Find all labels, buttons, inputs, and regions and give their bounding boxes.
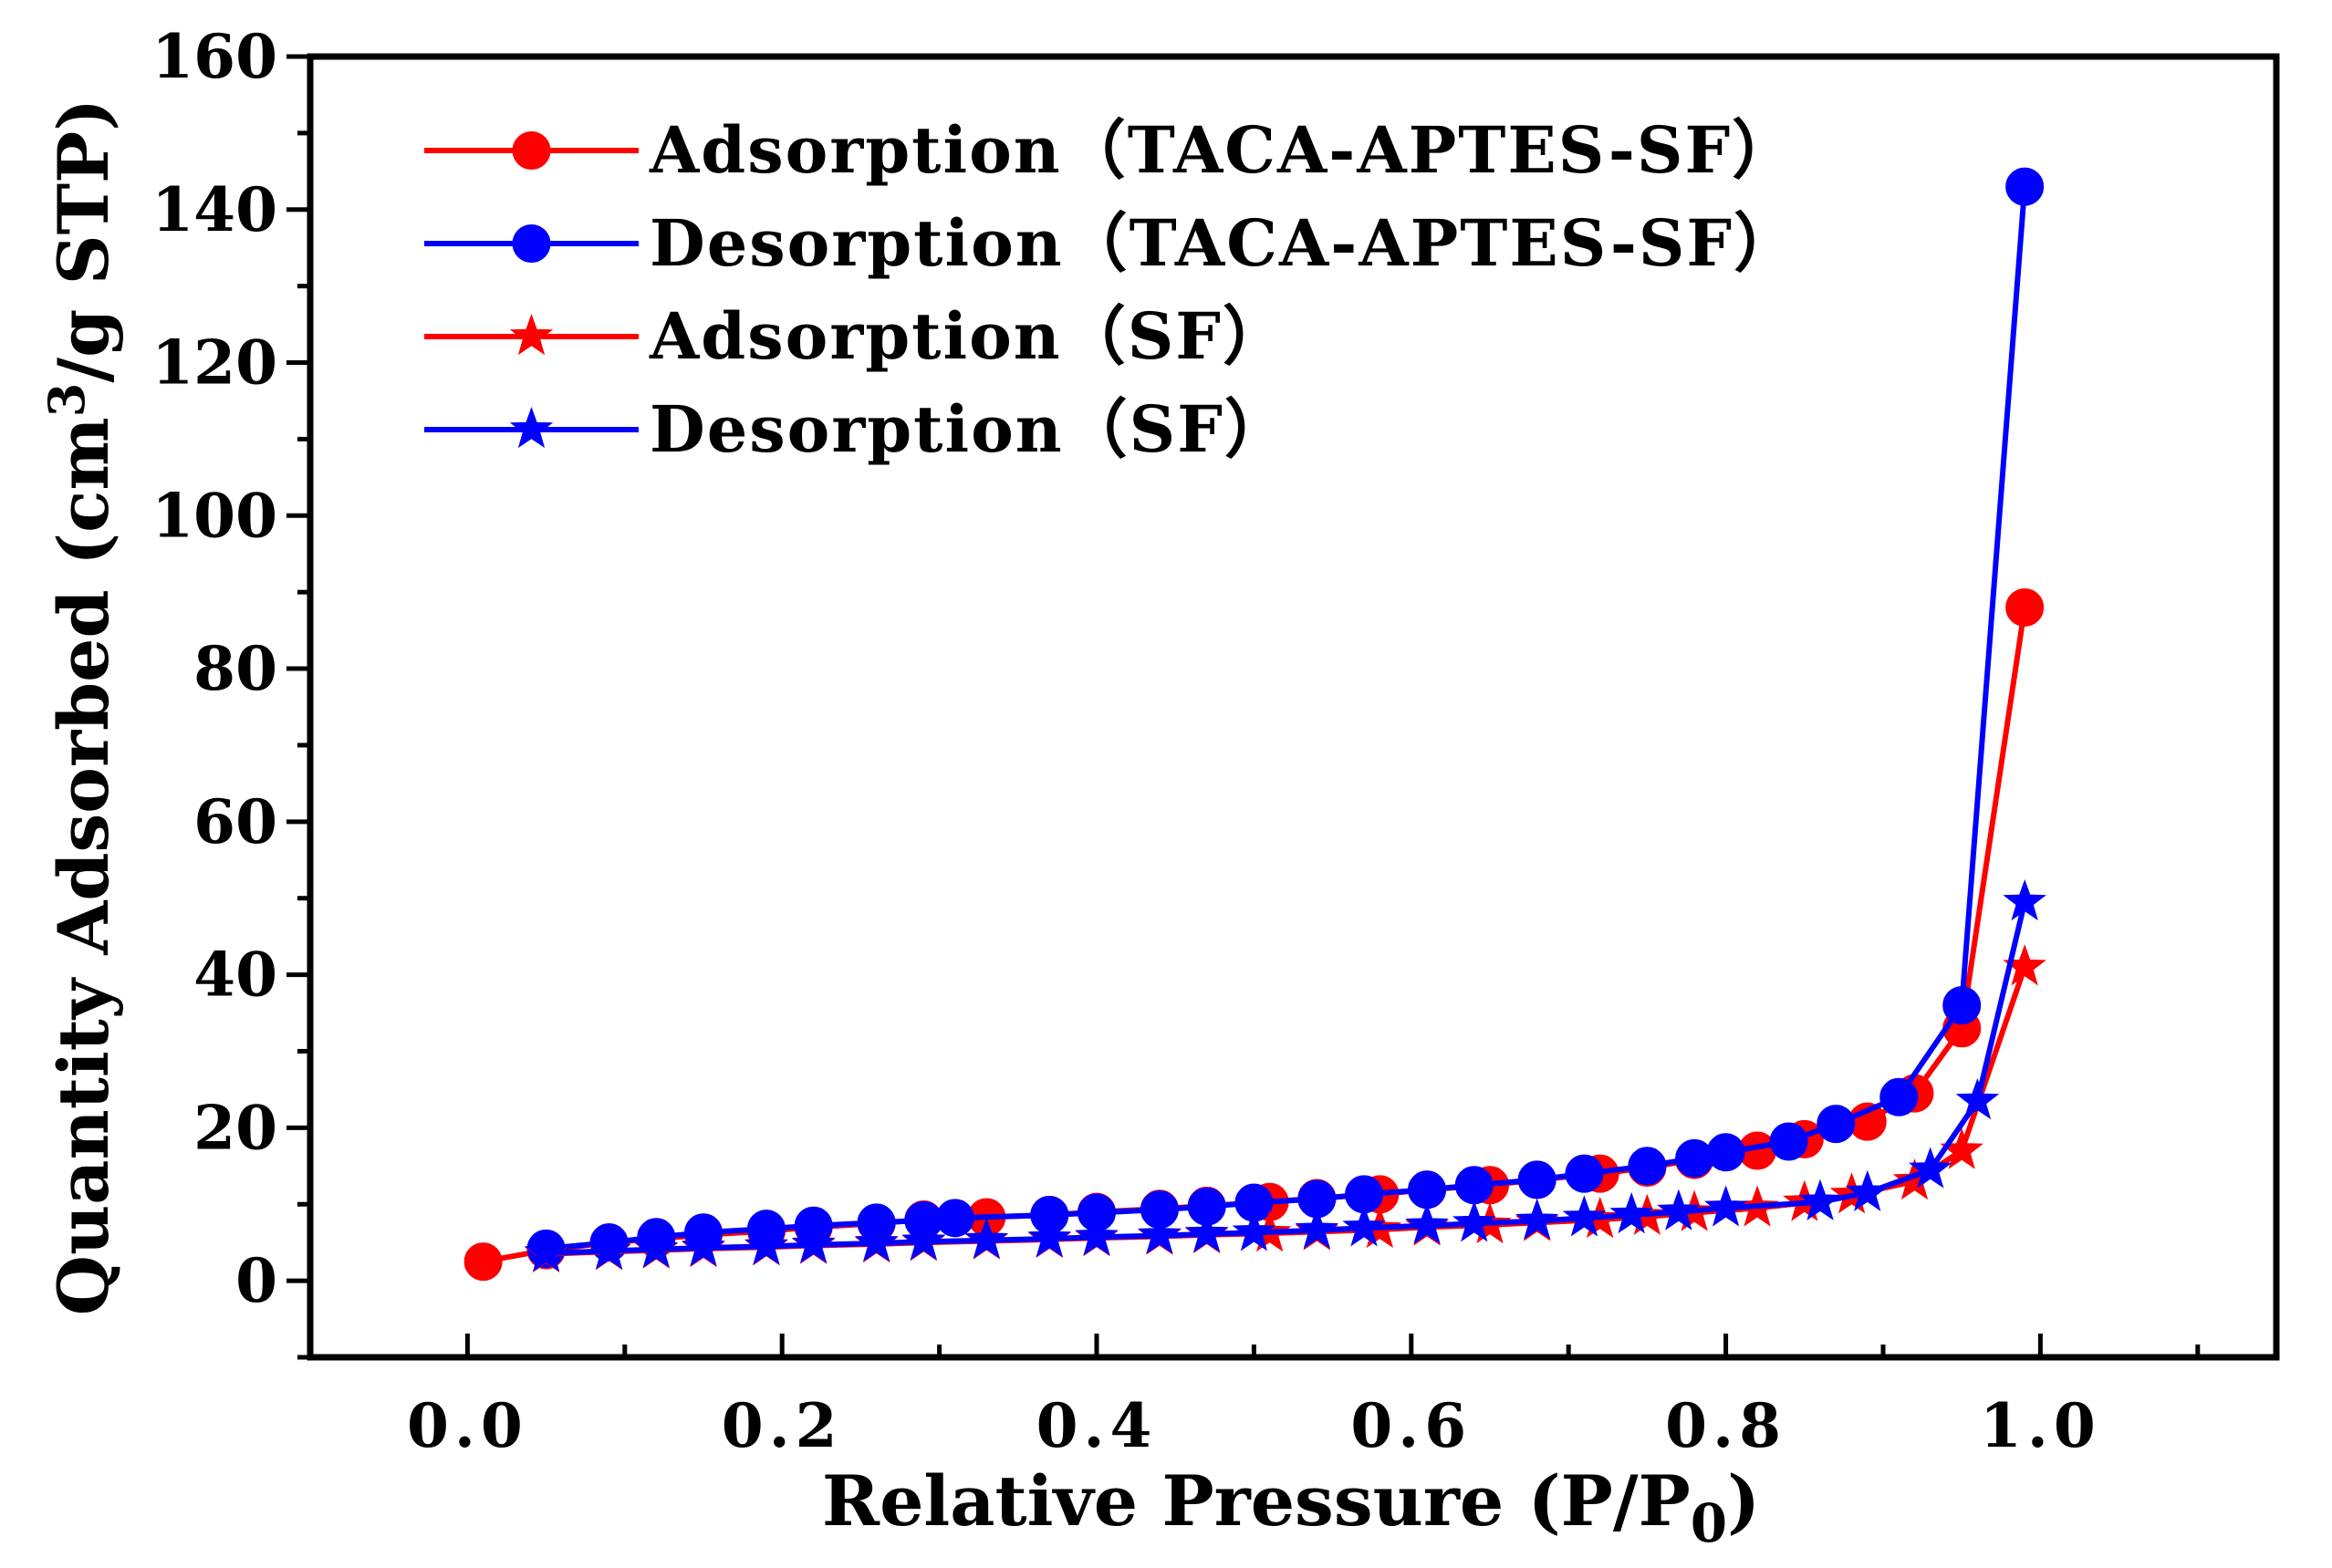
y-tick-label: 160 <box>151 21 277 92</box>
data-point <box>524 1230 568 1272</box>
series-line <box>546 901 2028 1256</box>
y-tick-label: 100 <box>151 480 277 551</box>
data-point <box>1452 1200 1496 1242</box>
data-point <box>1908 1147 1952 1189</box>
legend-label: Adsorption（SF） <box>649 298 1288 374</box>
x-tick-label: 0.6 <box>1350 1390 1472 1461</box>
y-tick-label: 140 <box>151 174 277 245</box>
data-point <box>744 1223 788 1265</box>
series-layer <box>463 167 2046 1282</box>
legend-label: Desorption（SF） <box>650 391 1290 467</box>
data-point <box>2005 587 2045 627</box>
x-tick-label: 0.0 <box>407 1390 528 1461</box>
legend-marker <box>509 314 554 356</box>
y-tick-label: 0 <box>235 1245 277 1316</box>
data-point <box>1942 986 1982 1025</box>
data-point <box>1798 1179 1842 1220</box>
y-axis-title: Quantity Adsorbed (cm3/g STP) <box>37 99 124 1316</box>
data-point <box>1184 1210 1229 1253</box>
series-3 <box>524 878 2046 1272</box>
x-tick-label: 0.8 <box>1665 1390 1786 1461</box>
y-tick-label: 20 <box>193 1092 277 1163</box>
data-point <box>1628 1147 1667 1186</box>
x-tick-label: 0.2 <box>722 1390 843 1461</box>
legend-marker <box>512 224 551 263</box>
data-point <box>1706 1133 1745 1172</box>
data-point <box>1703 1185 1748 1227</box>
data-point <box>1075 1214 1119 1256</box>
legend: Adsorption（TACA-APTES-SF） Desorption（TACA… <box>424 112 1799 467</box>
data-point <box>1342 1205 1386 1247</box>
data-point <box>587 1228 631 1270</box>
data-point <box>1454 1166 1494 1205</box>
data-point <box>1138 1212 1182 1254</box>
data-point <box>1232 1210 1276 1251</box>
data-point <box>1657 1189 1701 1231</box>
data-point <box>792 1221 836 1263</box>
data-point <box>1515 1198 1559 1240</box>
data-point <box>901 1219 946 1261</box>
data-point <box>1027 1216 1072 1258</box>
data-point <box>1955 1078 2000 1120</box>
data-point <box>2003 878 2046 921</box>
data-point <box>1565 1154 1604 1193</box>
data-point <box>1817 1105 1856 1144</box>
data-point <box>1405 1202 1449 1244</box>
x-tick-label: 0.4 <box>1036 1390 1158 1461</box>
axis-ticks <box>286 54 2201 1360</box>
data-point <box>854 1220 899 1262</box>
x-axis-title: Relative Pressure (P/P0) <box>822 1460 1760 1554</box>
series-line <box>546 186 2028 1251</box>
data-point <box>682 1225 725 1267</box>
data-point <box>634 1226 679 1268</box>
data-point <box>1408 1170 1447 1210</box>
legend-marker <box>509 407 554 449</box>
data-point <box>1769 1122 1808 1161</box>
data-point <box>1879 1077 1919 1116</box>
data-point <box>1609 1192 1653 1234</box>
y-tick-label: 120 <box>151 327 277 399</box>
y-tick-label: 40 <box>193 940 277 1011</box>
data-point <box>1295 1207 1339 1249</box>
legend-label: Desorption（TACA-APTES-SF） <box>650 205 1799 281</box>
data-point <box>2005 167 2045 206</box>
y-tick-label: 80 <box>193 633 277 704</box>
legend-marker <box>512 131 551 170</box>
data-point <box>1562 1195 1607 1237</box>
x-tick-label: 1.0 <box>1980 1390 2101 1461</box>
data-point <box>463 1242 503 1282</box>
legend-label: Adsorption（TACA-APTES-SF） <box>649 112 1797 188</box>
tick-labels: 0.0 0.2 0.4 0.6 0.8 1.0 0 20 40 60 80 100 120 140 160 <box>151 21 2101 1461</box>
data-point <box>1675 1138 1714 1178</box>
data-point <box>1517 1160 1556 1199</box>
y-tick-label: 60 <box>193 786 277 857</box>
data-point <box>1845 1169 1890 1211</box>
data-point <box>964 1217 1009 1259</box>
